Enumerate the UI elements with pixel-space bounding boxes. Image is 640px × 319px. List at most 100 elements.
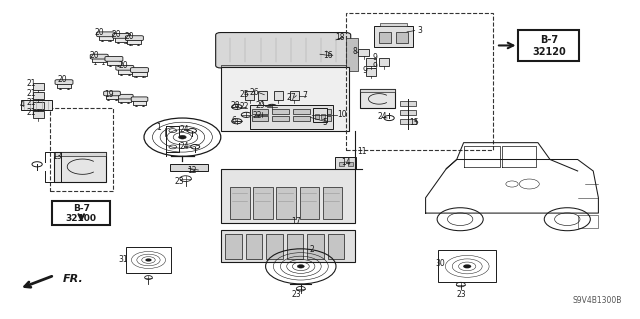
- Bar: [225, 234, 242, 259]
- Text: 7: 7: [302, 91, 307, 100]
- Bar: [221, 65, 346, 71]
- FancyBboxPatch shape: [104, 91, 120, 96]
- Bar: [366, 58, 376, 66]
- Text: 20: 20: [112, 30, 122, 39]
- Bar: [360, 89, 395, 92]
- Text: 11: 11: [357, 147, 367, 156]
- Text: 24: 24: [179, 142, 189, 151]
- Bar: [346, 13, 493, 150]
- FancyBboxPatch shape: [105, 56, 123, 61]
- Bar: [132, 69, 147, 76]
- Text: 20: 20: [90, 51, 99, 60]
- Bar: [33, 111, 44, 118]
- Bar: [287, 234, 303, 259]
- Text: 12: 12: [188, 166, 197, 175]
- Bar: [54, 152, 106, 182]
- Bar: [276, 187, 296, 219]
- Bar: [115, 34, 129, 42]
- Text: 21: 21: [27, 98, 36, 107]
- Bar: [300, 187, 319, 219]
- Bar: [293, 116, 310, 121]
- Text: 2: 2: [309, 245, 314, 254]
- Bar: [400, 110, 416, 115]
- Text: B-7: B-7: [73, 204, 90, 213]
- Bar: [126, 247, 171, 273]
- Bar: [92, 55, 106, 63]
- Bar: [328, 234, 344, 259]
- Bar: [290, 91, 299, 100]
- Circle shape: [463, 264, 471, 268]
- Text: 9: 9: [363, 66, 368, 75]
- Text: 32120: 32120: [532, 47, 566, 57]
- Text: 22: 22: [240, 102, 250, 111]
- Bar: [250, 105, 333, 129]
- Text: 10: 10: [337, 110, 347, 119]
- FancyBboxPatch shape: [116, 94, 133, 99]
- Bar: [127, 37, 141, 44]
- Text: 23: 23: [174, 177, 184, 186]
- Bar: [348, 162, 353, 166]
- Text: 20: 20: [95, 28, 104, 37]
- Text: 1: 1: [157, 123, 161, 132]
- Bar: [57, 81, 71, 88]
- Bar: [380, 23, 407, 26]
- Bar: [518, 30, 579, 61]
- Bar: [33, 92, 44, 99]
- Text: 31: 31: [118, 255, 128, 263]
- Bar: [339, 162, 344, 166]
- Bar: [321, 114, 324, 119]
- Bar: [245, 91, 254, 100]
- Text: 18: 18: [335, 33, 344, 42]
- Bar: [346, 38, 358, 71]
- Bar: [374, 26, 413, 47]
- Text: FR.: FR.: [63, 274, 83, 284]
- Bar: [50, 108, 113, 191]
- Bar: [33, 83, 44, 90]
- FancyBboxPatch shape: [131, 68, 148, 72]
- Text: S9V4B1300B: S9V4B1300B: [573, 296, 622, 305]
- Bar: [314, 116, 331, 121]
- Text: 16: 16: [323, 51, 333, 60]
- FancyBboxPatch shape: [116, 65, 134, 70]
- Text: 25: 25: [240, 90, 250, 99]
- Text: 21: 21: [27, 79, 36, 88]
- Text: 6: 6: [232, 116, 237, 125]
- Text: 20: 20: [58, 75, 67, 84]
- Bar: [133, 98, 146, 105]
- Text: 23: 23: [457, 290, 467, 299]
- Bar: [358, 49, 369, 56]
- Text: 24: 24: [378, 112, 387, 121]
- Text: 5: 5: [323, 118, 328, 127]
- Bar: [230, 187, 250, 219]
- Text: 24: 24: [179, 125, 189, 134]
- Text: 4: 4: [19, 100, 24, 109]
- Bar: [316, 114, 319, 119]
- Bar: [170, 164, 208, 171]
- Bar: [107, 57, 121, 64]
- Bar: [54, 152, 106, 156]
- Bar: [221, 169, 355, 223]
- Bar: [118, 95, 131, 102]
- Bar: [313, 108, 327, 122]
- Circle shape: [145, 258, 152, 262]
- Bar: [246, 234, 262, 259]
- Bar: [106, 92, 118, 99]
- FancyBboxPatch shape: [113, 33, 131, 38]
- Bar: [252, 109, 268, 114]
- Text: 26: 26: [250, 88, 259, 97]
- Bar: [379, 32, 391, 43]
- Bar: [314, 109, 331, 114]
- Text: 15: 15: [410, 118, 419, 127]
- Text: 30: 30: [435, 259, 445, 268]
- Text: B-7: B-7: [540, 35, 558, 45]
- Bar: [118, 66, 132, 73]
- Text: 17: 17: [291, 217, 301, 226]
- Bar: [293, 109, 310, 114]
- Bar: [221, 230, 355, 262]
- Bar: [307, 234, 324, 259]
- Bar: [52, 201, 110, 225]
- Bar: [335, 157, 356, 169]
- Bar: [273, 116, 289, 121]
- Bar: [400, 119, 416, 124]
- Text: 29: 29: [256, 101, 266, 110]
